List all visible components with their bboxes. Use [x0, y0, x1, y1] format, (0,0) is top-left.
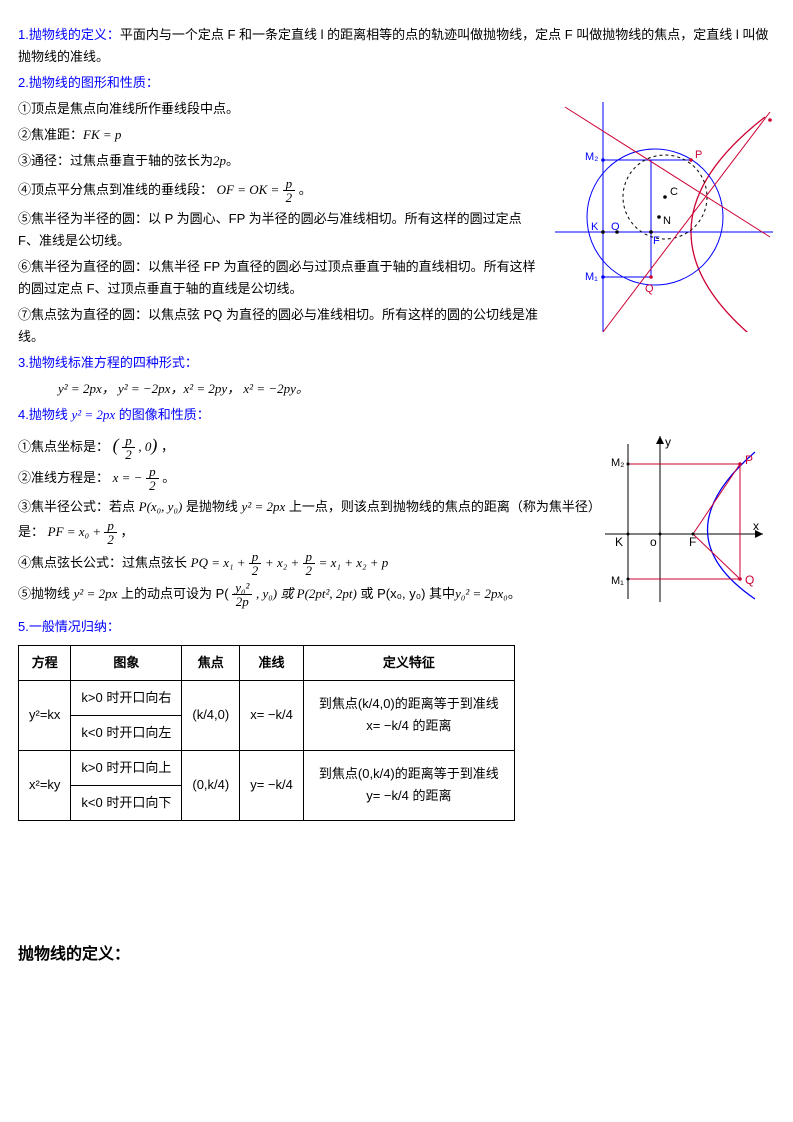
svg-text:F: F — [689, 535, 696, 549]
svg-text:y: y — [665, 435, 671, 449]
svg-text:N: N — [663, 215, 671, 227]
svg-text:o: o — [650, 535, 657, 549]
svg-text:M₂: M₂ — [585, 151, 598, 163]
svg-text:K: K — [615, 535, 623, 549]
svg-text:Q: Q — [745, 573, 754, 587]
cell-r2dir: y= −k/4 — [240, 750, 304, 820]
cell-r2g2: k<0 时开口向下 — [71, 785, 182, 820]
s1-head: 1.抛物线的定义： — [18, 27, 120, 42]
cell-r2feat: 到焦点(0,k/4)的距离等于到准线 y= −k/4 的距离 — [303, 750, 514, 820]
svg-text:O: O — [611, 221, 620, 233]
th-focus: 焦点 — [182, 645, 240, 680]
th-graph: 图象 — [71, 645, 182, 680]
svg-text:M₁: M₁ — [611, 575, 624, 587]
svg-text:K: K — [591, 221, 599, 233]
section-1: 1.抛物线的定义：平面内与一个定点 F 和一条定直线 l 的距离相等的点的轨迹叫… — [18, 24, 775, 68]
bottom-heading: 抛物线的定义： — [18, 941, 775, 968]
cell-r1g2: k<0 时开口向左 — [71, 715, 182, 750]
cell-r2focus: (0,k/4) — [182, 750, 240, 820]
s3-formula: y² = 2px， y² = −2px，x² = 2py， x² = −2py。 — [58, 378, 775, 400]
svg-text:P: P — [695, 149, 702, 161]
svg-text:x: x — [753, 519, 759, 533]
svg-text:M₁: M₁ — [585, 271, 598, 283]
cell-y2kx: y²=kx — [19, 680, 71, 750]
summary-table: 方程 图象 焦点 准线 定义特征 y²=kx k>0 时开口向右 (k/4,0)… — [18, 645, 515, 821]
th-equation: 方程 — [19, 645, 71, 680]
figure-2: y x M₂ P K o F M₁ Q — [605, 434, 765, 604]
s2-head: 2.抛物线的图形和性质： — [18, 72, 775, 94]
th-directrix: 准线 — [240, 645, 304, 680]
s1-body: 平面内与一个定点 F 和一条定直线 l 的距离相等的点的轨迹叫做抛物线，定点 F… — [18, 27, 768, 64]
cell-r1g1: k>0 时开口向右 — [71, 680, 182, 715]
cell-r2g1: k>0 时开口向上 — [71, 750, 182, 785]
cell-r1focus: (k/4,0) — [182, 680, 240, 750]
figure-1: M₂ P C N K O F M₁ Q — [555, 102, 775, 332]
svg-text:M₂: M₂ — [611, 457, 624, 469]
s5-head: 5.一般情况归纳： — [18, 616, 775, 638]
svg-text:P: P — [745, 453, 753, 467]
cell-x2ky: x²=ky — [19, 750, 71, 820]
svg-text:C: C — [670, 186, 678, 198]
s4-head: 4.抛物线 y² = 2px 的图像和性质： — [18, 404, 775, 426]
svg-text:F: F — [653, 235, 660, 247]
th-feature: 定义特征 — [303, 645, 514, 680]
s3-head: 3.抛物线标准方程的四种形式： — [18, 352, 775, 374]
svg-text:Q: Q — [645, 283, 654, 295]
cell-r1feat: 到焦点(k/4,0)的距离等于到准线 x= −k/4 的距离 — [303, 680, 514, 750]
cell-r1dir: x= −k/4 — [240, 680, 304, 750]
